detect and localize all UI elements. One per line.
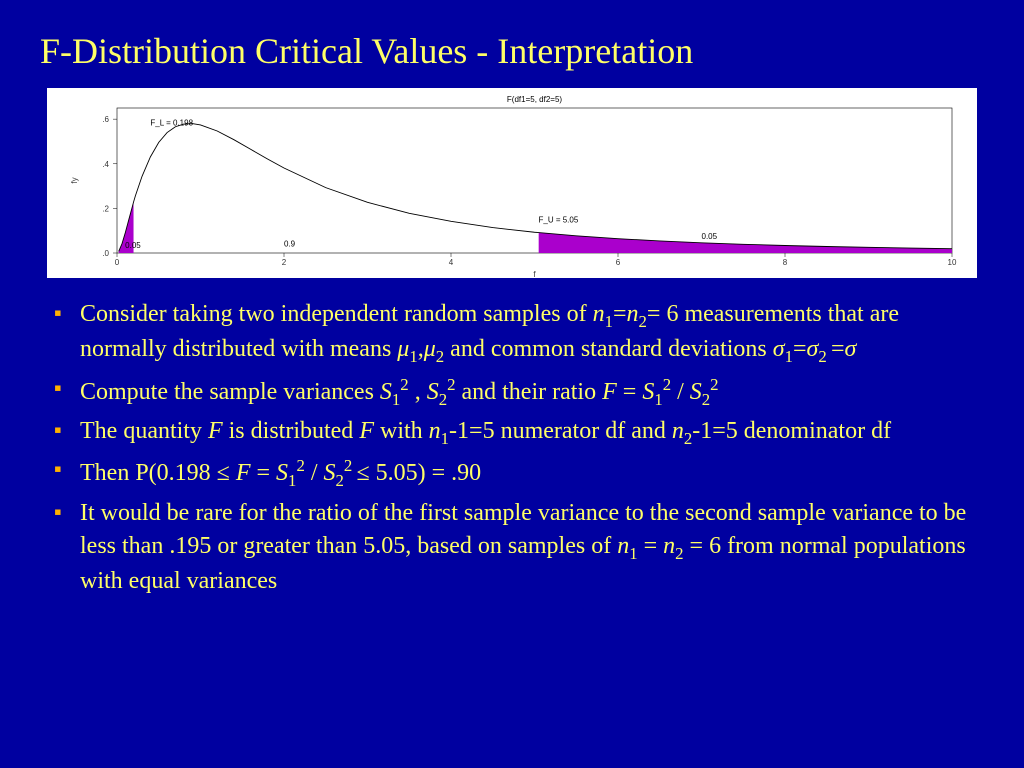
f-distribution-chart: 0 2 4 6 8 10 .0 .2 .4 .6 F(df1=5, df2=5) f fy F_L = 0…	[47, 88, 977, 278]
svg-text:2: 2	[282, 258, 287, 267]
svg-text:0.05: 0.05	[702, 232, 718, 241]
svg-text:8: 8	[783, 258, 788, 267]
svg-text:F(df1=5, df2=5): F(df1=5, df2=5)	[507, 95, 562, 104]
svg-text:f: f	[533, 270, 536, 278]
svg-text:.2: .2	[102, 204, 109, 213]
text: The quantity	[80, 418, 208, 444]
bullet-2: Compute the sample variances S12 , S22 a…	[62, 373, 984, 411]
text: is distributed	[223, 418, 360, 444]
svg-text:F_U = 5.05: F_U = 5.05	[539, 215, 579, 224]
bullet-list: Consider taking two independent random s…	[40, 298, 984, 599]
svg-text:.4: .4	[102, 160, 109, 169]
text: Compute the sample variances	[80, 379, 380, 405]
text: -1=5 denominator df	[692, 418, 891, 444]
bullet-5: It would be rare for the ratio of the fi…	[62, 497, 984, 600]
svg-text:0.9: 0.9	[284, 240, 296, 249]
bullet-3: The quantity F is distributed F with n1-…	[62, 415, 984, 450]
chart-svg: 0 2 4 6 8 10 .0 .2 .4 .6 F(df1=5, df2=5) f fy F_L = 0…	[47, 88, 977, 278]
bullet-1: Consider taking two independent random s…	[62, 298, 984, 369]
svg-text:4: 4	[449, 258, 454, 267]
bullet-4: Then P(0.198 ≤ F = S12 / S22 ≤ 5.05) = .…	[62, 454, 984, 492]
svg-text:0.05: 0.05	[125, 241, 141, 250]
text: ≤ 5.05) = .90	[356, 460, 481, 486]
svg-text:fy: fy	[70, 177, 79, 183]
text: and common standard deviations	[444, 336, 773, 362]
svg-text:.6: .6	[102, 115, 109, 124]
text: Consider taking two independent random s…	[80, 301, 593, 327]
text: and their ratio	[455, 379, 602, 405]
text: with	[374, 418, 429, 444]
svg-text:.0: .0	[102, 249, 109, 258]
text: Then P(0.198 ≤	[80, 460, 236, 486]
text: -1=5 numerator df and	[449, 418, 672, 444]
svg-text:F_L = 0.198: F_L = 0.198	[150, 119, 193, 128]
svg-text:10: 10	[948, 258, 957, 267]
svg-text:0: 0	[115, 258, 120, 267]
page-title: F-Distribution Critical Values - Interpr…	[40, 30, 984, 72]
svg-text:6: 6	[616, 258, 621, 267]
